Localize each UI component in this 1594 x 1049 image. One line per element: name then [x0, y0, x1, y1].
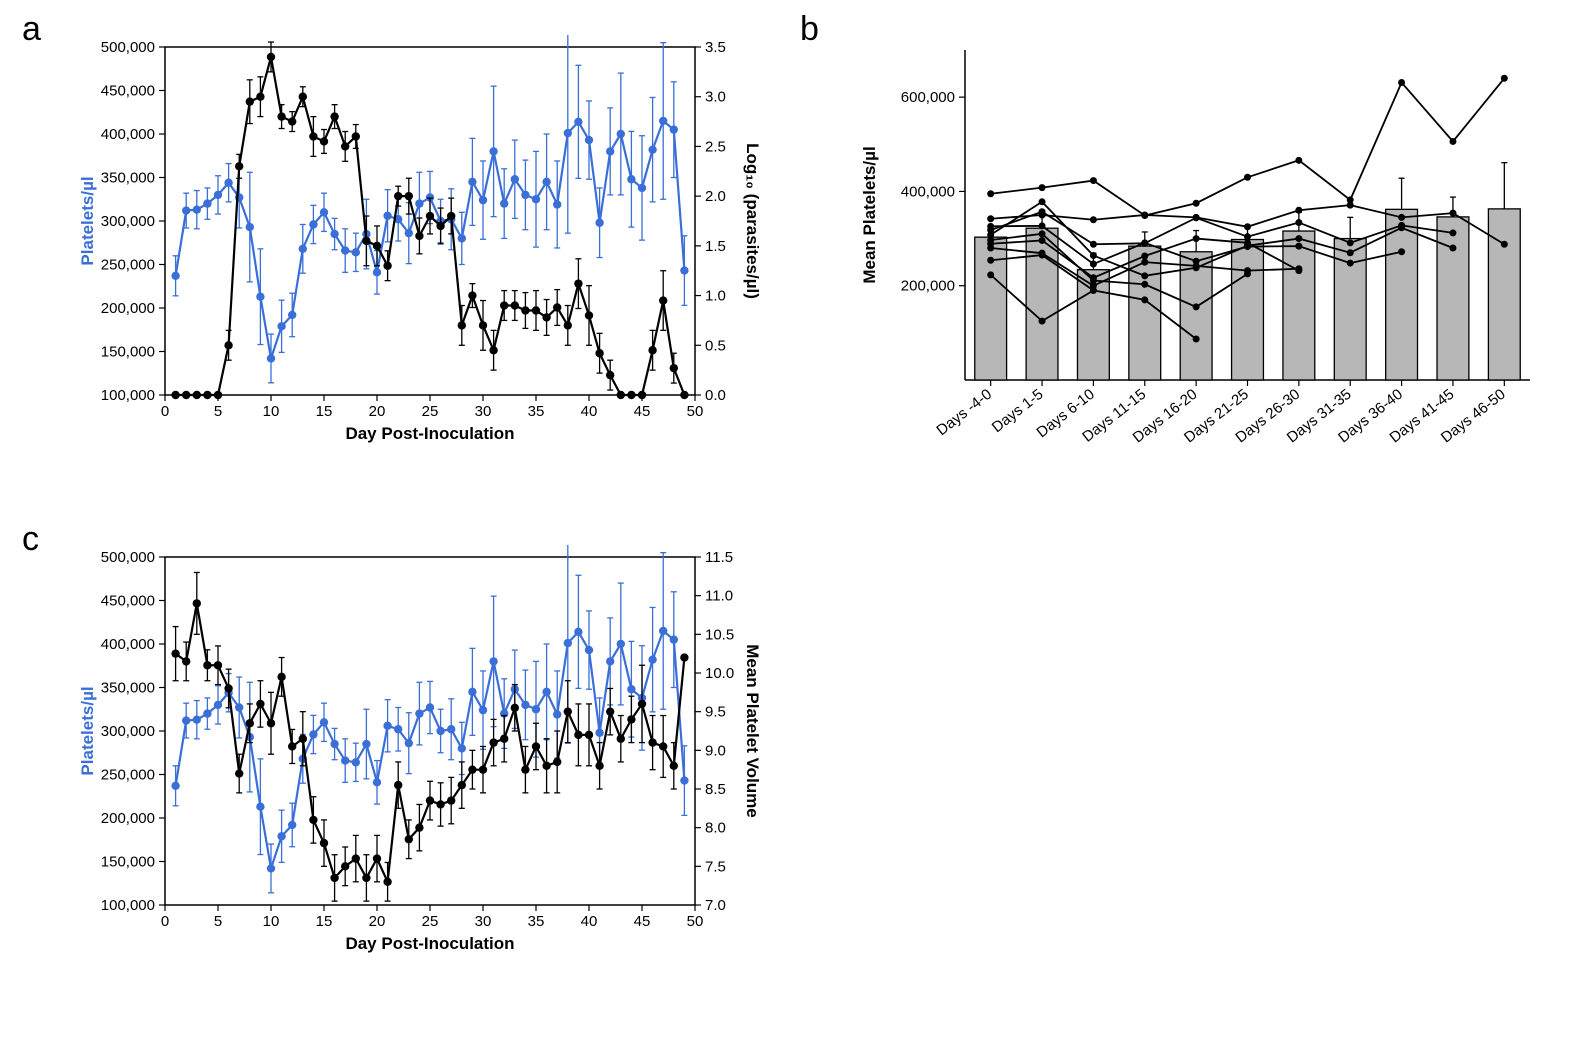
- svg-text:350,000: 350,000: [101, 170, 155, 187]
- svg-text:35: 35: [528, 403, 545, 420]
- svg-text:100,000: 100,000: [101, 897, 155, 914]
- svg-text:35: 35: [528, 913, 545, 930]
- svg-text:40: 40: [581, 913, 598, 930]
- panel-a-label: a: [22, 10, 41, 49]
- svg-text:30: 30: [475, 913, 492, 930]
- svg-text:400,000: 400,000: [901, 183, 955, 200]
- svg-text:Log₁₀ (parasites/µl): Log₁₀ (parasites/µl): [743, 143, 760, 299]
- svg-text:7.0: 7.0: [705, 897, 726, 914]
- bar: [1283, 231, 1315, 380]
- bar: [1386, 209, 1418, 380]
- svg-text:10: 10: [263, 403, 280, 420]
- svg-text:9.0: 9.0: [705, 742, 726, 759]
- svg-text:0.5: 0.5: [705, 337, 726, 354]
- bar: [1488, 209, 1520, 380]
- svg-text:2.5: 2.5: [705, 138, 726, 155]
- svg-text:500,000: 500,000: [101, 39, 155, 56]
- svg-text:500,000: 500,000: [101, 549, 155, 566]
- panel-c-label: c: [22, 520, 39, 559]
- svg-text:50: 50: [687, 403, 704, 420]
- svg-text:450,000: 450,000: [101, 593, 155, 610]
- svg-text:300,000: 300,000: [101, 213, 155, 230]
- svg-text:Day Post-Inoculation: Day Post-Inoculation: [345, 934, 514, 953]
- svg-text:200,000: 200,000: [101, 300, 155, 317]
- svg-text:Mean Platelet Volume: Mean Platelet Volume: [743, 644, 760, 818]
- svg-text:10: 10: [263, 913, 280, 930]
- svg-text:Mean Platelets/µl: Mean Platelets/µl: [860, 146, 879, 283]
- svg-text:8.0: 8.0: [705, 820, 726, 837]
- svg-text:50: 50: [687, 913, 704, 930]
- svg-text:250,000: 250,000: [101, 767, 155, 784]
- svg-text:10.0: 10.0: [705, 665, 734, 682]
- svg-text:20: 20: [369, 913, 386, 930]
- svg-text:Day Post-Inoculation: Day Post-Inoculation: [345, 424, 514, 443]
- svg-text:Days -4-0: Days -4-0: [933, 386, 995, 439]
- panel-b: 200,000 400,000 600,000 Mean Platelets/µl Da…: [830, 35, 1570, 495]
- svg-text:200,000: 200,000: [901, 278, 955, 295]
- svg-text:200,000: 200,000: [101, 810, 155, 827]
- panel-b-label: b: [800, 10, 819, 49]
- svg-text:150,000: 150,000: [101, 854, 155, 871]
- svg-text:45: 45: [634, 403, 651, 420]
- svg-text:350,000: 350,000: [101, 680, 155, 697]
- svg-text:600,000: 600,000: [901, 89, 955, 106]
- series-platelets: [171, 545, 688, 893]
- svg-text:0.0: 0.0: [705, 387, 726, 404]
- svg-text:1.5: 1.5: [705, 238, 726, 255]
- svg-text:7.5: 7.5: [705, 858, 726, 875]
- svg-text:250,000: 250,000: [101, 257, 155, 274]
- svg-text:11.0: 11.0: [705, 588, 733, 605]
- svg-text:400,000: 400,000: [101, 126, 155, 143]
- svg-text:45: 45: [634, 913, 651, 930]
- svg-text:150,000: 150,000: [101, 344, 155, 361]
- svg-text:2.0: 2.0: [705, 188, 726, 205]
- bar: [1437, 217, 1469, 380]
- svg-text:15: 15: [316, 913, 333, 930]
- panel-a: 0 5 10 15 20 25 30 35 40 45 50 Day Post-Inoculation…: [50, 35, 760, 455]
- svg-text:20: 20: [369, 403, 386, 420]
- svg-text:5: 5: [214, 403, 222, 420]
- svg-text:1.0: 1.0: [705, 288, 726, 305]
- figure: a 05101520253035404550Day Post-Inoculati…: [0, 0, 1594, 1049]
- svg-text:300,000: 300,000: [101, 723, 155, 740]
- svg-text:0: 0: [161, 403, 169, 420]
- svg-text:15: 15: [316, 403, 333, 420]
- subject-line: [987, 75, 1508, 219]
- bar: [1129, 246, 1161, 380]
- svg-text:Platelets/µl: Platelets/µl: [78, 686, 97, 775]
- svg-text:40: 40: [581, 403, 598, 420]
- svg-text:3.0: 3.0: [705, 89, 726, 106]
- svg-text:11.5: 11.5: [705, 549, 733, 566]
- svg-text:400,000: 400,000: [101, 636, 155, 653]
- svg-text:8.5: 8.5: [705, 781, 726, 798]
- svg-text:25: 25: [422, 913, 439, 930]
- svg-text:0: 0: [161, 913, 169, 930]
- panel-c: 0 5 10 15 20 25 30 35 40 45 50 Day Post-Inoculation…: [50, 545, 760, 965]
- svg-text:100,000: 100,000: [101, 387, 155, 404]
- svg-text:10.5: 10.5: [705, 626, 734, 643]
- bar: [1232, 240, 1264, 380]
- svg-text:9.5: 9.5: [705, 704, 726, 721]
- svg-text:450,000: 450,000: [101, 83, 155, 100]
- svg-text:25: 25: [422, 403, 439, 420]
- svg-text:30: 30: [475, 403, 492, 420]
- svg-text:5: 5: [214, 913, 222, 930]
- svg-text:3.5: 3.5: [705, 39, 726, 56]
- series-parasites: [171, 42, 688, 399]
- svg-text:Platelets/µl: Platelets/µl: [78, 176, 97, 265]
